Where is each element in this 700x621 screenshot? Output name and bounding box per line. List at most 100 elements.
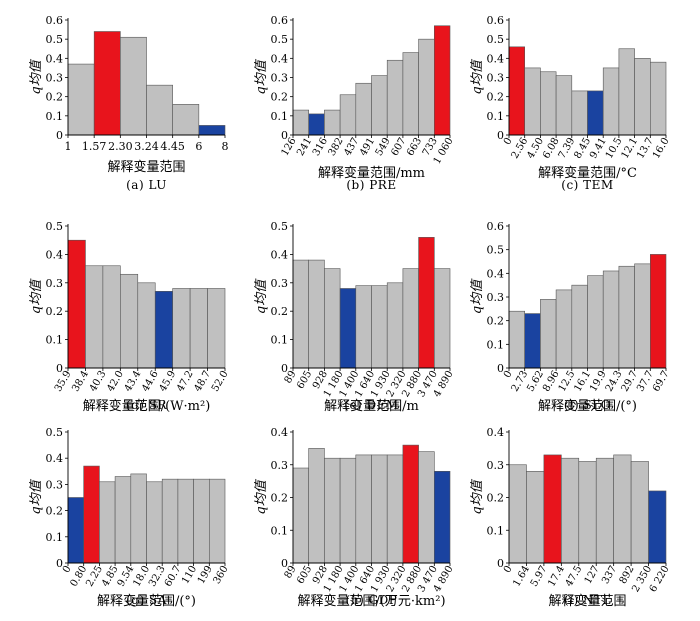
y-tick-label-1-6: 0.6 [271,14,289,27]
bar-8-4 [578,461,597,564]
y-tick-label-4-2: 0.2 [271,305,289,318]
x-axis-label-1: 解释变量范围/mm [318,165,425,181]
y-tick-label-4-3: 0.3 [271,277,289,290]
x-tick-label-0-1: 1.57 [82,140,107,153]
bar-0-2 [120,36,147,136]
x-axis-label-6: 解释变量范围/(°) [97,593,196,609]
y-tick-label-2-5: 0.5 [487,33,505,46]
y-tick-label-1-0: 0 [281,129,288,142]
y-axis-label-7: q均值 [254,478,269,514]
y-tick-label-5-2: 0.2 [487,315,505,328]
y-tick-label-4-4: 0.4 [271,248,289,261]
bar-8-8 [648,490,667,564]
y-tick-label-8-3: 0.3 [487,459,505,472]
y-axis-label-5: q均值 [470,278,485,314]
x-axis-label-0: 解释变量范围 [107,159,185,175]
bar-8-7 [630,461,649,564]
x-tick-label-8-2: 5.97 [529,564,550,589]
x-axis-label-5: 解释变量范围/(°) [538,398,637,414]
panel-caption-6: (g) SA [126,593,167,607]
x-tick-label-8-6: 337 [600,564,619,586]
y-tick-label-3-1: 0.1 [46,334,64,347]
y-tick-label-4-5: 0.5 [271,220,289,233]
bar-8-0 [508,464,527,564]
bar-8-6 [613,454,632,564]
y-axis-label-8: q均值 [470,478,485,514]
x-tick-label-0-5: 6 [195,140,202,153]
y-tick-label-4-1: 0.1 [271,334,289,347]
bar-8-3 [561,457,580,564]
bar-8-5 [595,457,614,564]
x-tick-label-0-4: 4.45 [160,140,185,153]
panel-caption-2: (c) TEM [561,178,614,192]
y-axis-label-2: q均值 [470,58,485,94]
x-tick-label-8-3: 17.4 [546,564,567,589]
y-tick-label-7-1: 0.1 [271,524,289,537]
y-tick-label-0-6: 0.6 [46,14,64,27]
y-tick-label-7-2: 0.2 [271,492,289,505]
bar-0-1 [93,31,121,136]
y-tick-label-5-0: 0 [497,362,504,375]
y-tick-label-7-3: 0.3 [271,459,289,472]
y-tick-label-1-4: 0.4 [271,52,289,65]
y-tick-label-0-5: 0.5 [46,33,64,46]
y-tick-label-4-0: 0 [281,362,288,375]
y-tick-label-2-2: 0.2 [487,91,505,104]
y-tick-label-8-2: 0.2 [487,492,505,505]
y-tick-label-6-1: 0.1 [46,531,64,544]
y-tick-label-3-5: 0.5 [46,220,64,233]
y-tick-label-0-1: 0.1 [46,110,64,123]
y-tick-label-3-3: 0.3 [46,277,64,290]
y-tick-label-5-3: 0.3 [487,291,505,304]
x-tick-label-8-5: 127 [583,564,602,586]
y-tick-label-2-3: 0.3 [487,72,505,85]
panel-caption-0: (a) LU [126,178,167,192]
x-tick-label-0-2: 2.30 [108,140,133,153]
x-tick-label-0-3: 3.24 [134,140,159,153]
panel-caption-5: (f) SLO [563,398,612,412]
panel-caption-7: (h) GDP [345,593,398,607]
y-tick-label-2-6: 0.6 [487,14,505,27]
panel-caption-8: (i) NTL [564,593,611,607]
x-tick-label-5-0: 0 [502,369,515,380]
y-tick-label-5-1: 0.1 [487,338,505,351]
y-tick-label-6-3: 0.3 [46,478,64,491]
y-tick-label-0-3: 0.3 [46,72,64,85]
y-tick-label-2-0: 0 [497,129,504,142]
y-tick-label-8-0: 0 [497,557,504,570]
y-tick-label-7-4: 0.4 [271,426,289,439]
y-tick-label-0-0: 0 [56,129,63,142]
panel-caption-4: (e) DEM [344,398,399,412]
x-tick-label-0-6: 8 [222,140,229,153]
x-tick-label-6-0: 0 [61,564,74,575]
y-tick-label-1-3: 0.3 [271,72,289,85]
x-tick-label-8-1: 1.64 [511,564,532,589]
y-tick-label-1-2: 0.2 [271,91,289,104]
y-tick-label-3-4: 0.4 [46,248,64,261]
y-tick-label-8-1: 0.1 [487,524,505,537]
y-tick-label-6-4: 0.4 [46,452,64,465]
x-tick-label-8-0: 0 [502,564,515,575]
y-tick-label-3-0: 0 [56,362,63,375]
y-axis-label-3: q均值 [29,278,44,314]
panel-caption-1: (b) PRE [346,178,397,192]
y-tick-label-0-2: 0.2 [46,91,64,104]
y-tick-label-5-4: 0.4 [487,267,505,280]
y-tick-label-6-2: 0.2 [46,505,64,518]
y-tick-label-0-4: 0.4 [46,52,64,65]
x-tick-label-2-0: 0 [502,136,515,147]
y-tick-label-8-4: 0.4 [487,426,505,439]
x-tick-label-0-0: 1 [65,140,72,153]
x-axis-label-8: 解释变量范围 [548,593,626,609]
x-axis-label-2: 解释变量范围/°C [538,165,637,181]
